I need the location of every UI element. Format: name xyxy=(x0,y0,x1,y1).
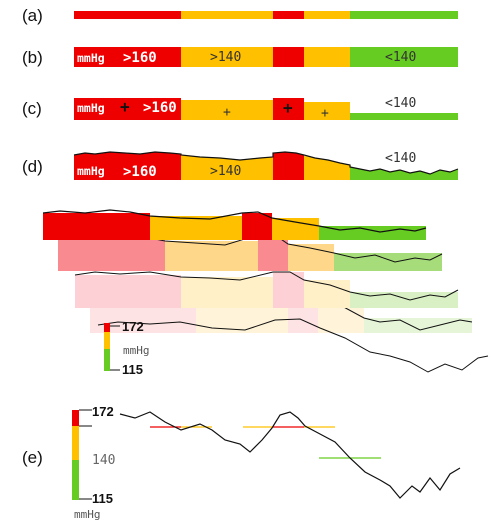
seg-red-1 xyxy=(74,11,181,19)
row-d-low: <140 xyxy=(385,151,416,166)
row-c-unit: mmHg xyxy=(77,101,105,115)
stack-scale-min: 115 xyxy=(122,362,143,377)
stack-layer-2 xyxy=(43,210,426,240)
seg-orange-2 xyxy=(304,47,350,67)
seg-red-2 xyxy=(273,11,304,19)
row-b-high: >160 xyxy=(123,50,157,66)
row-d-high: >160 xyxy=(123,164,157,180)
row-c-plus-3: + xyxy=(283,98,293,117)
row-e-label: (e) xyxy=(22,448,43,467)
row-c-plus-4: + xyxy=(321,106,329,121)
row-e-scale-min: 115 xyxy=(92,491,113,506)
seg-red-2 xyxy=(273,47,304,67)
stack-layer-4 xyxy=(75,272,458,308)
seg-green xyxy=(350,11,458,19)
row-c-plus-1: + xyxy=(120,97,130,116)
row-e-line xyxy=(120,412,460,498)
row-c-plus-2: + xyxy=(223,105,231,120)
row-e-plot xyxy=(120,412,460,498)
row-b-low: <140 xyxy=(385,50,416,65)
row-a-bar xyxy=(74,11,458,19)
row-e-scale xyxy=(72,410,92,500)
seg-orange-1 xyxy=(181,11,273,19)
row-d-mid: >140 xyxy=(210,164,241,179)
row-e-scale-unit: mmHg xyxy=(74,508,101,521)
seg-orange-2 xyxy=(304,11,350,19)
stack-scale-max: 172 xyxy=(122,319,144,334)
row-a-label: (a) xyxy=(22,6,43,25)
row-b-mid: >140 xyxy=(210,50,241,65)
row-c-high: >160 xyxy=(143,100,177,116)
seg-green xyxy=(350,167,458,180)
row-c-low: <140 xyxy=(385,96,416,111)
row-d-unit: mmHg xyxy=(77,164,105,178)
row-e-scale-mid: 140 xyxy=(92,453,115,468)
row-c-label: (c) xyxy=(22,99,42,118)
row-d-label: (d) xyxy=(22,157,43,176)
row-e-scale-max: 172 xyxy=(92,404,114,419)
seg-red-2 xyxy=(273,152,304,180)
seg-green xyxy=(350,113,458,120)
row-b-unit: mmHg xyxy=(77,51,105,65)
row-b-label: (b) xyxy=(22,48,43,67)
stack-scale-unit: mmHg xyxy=(123,344,150,357)
